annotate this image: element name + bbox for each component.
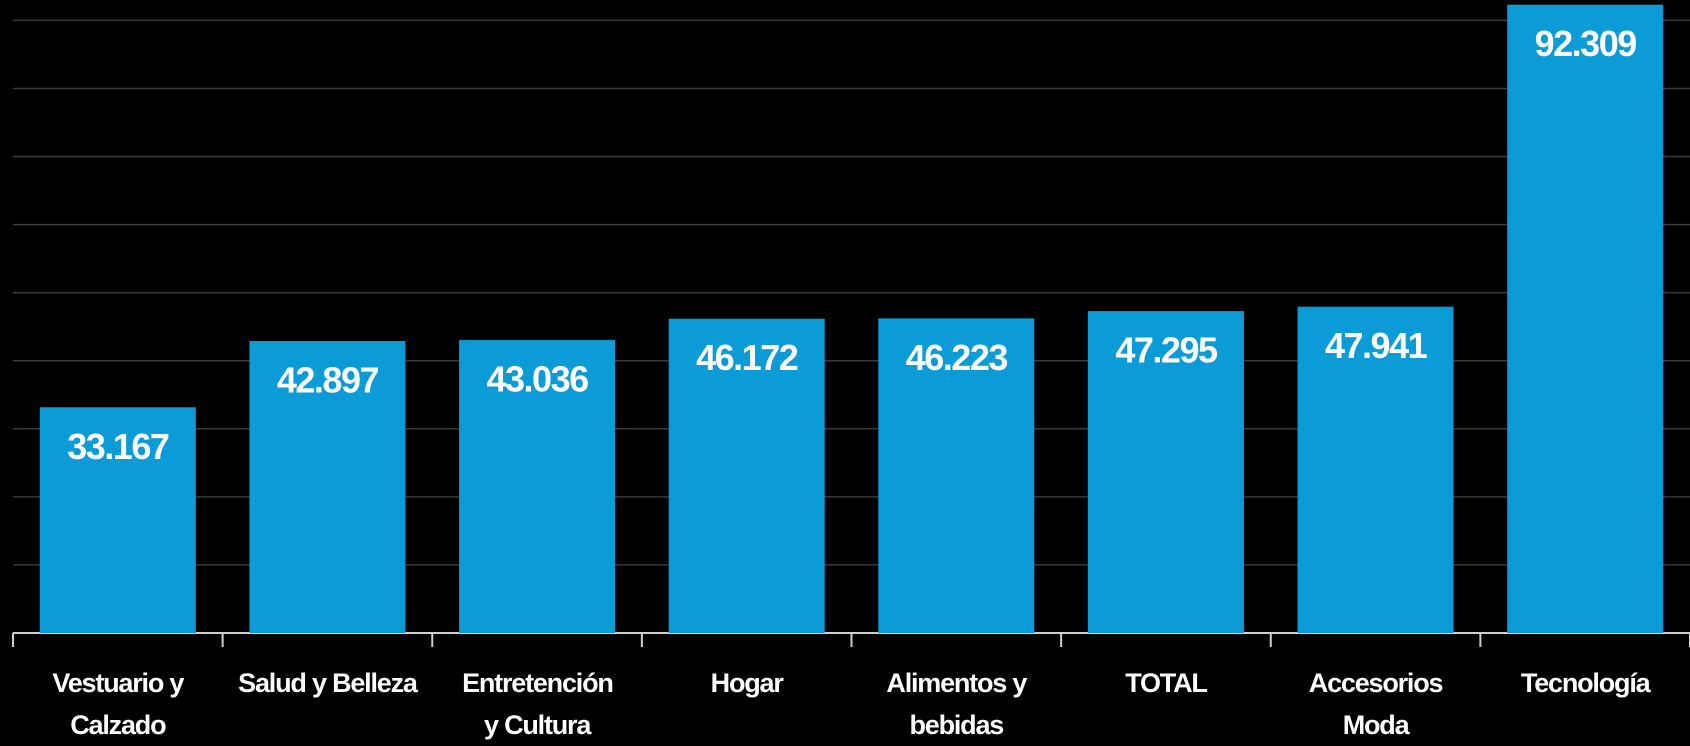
x-tick-label: Entretención y Cultura [462,662,612,746]
x-tick-label: TOTAL [1061,662,1271,704]
data-label: 42.897 [277,360,379,401]
data-label: 47.941 [1325,325,1428,366]
x-tick-label: Accesorios Moda [1301,662,1451,746]
chart-svg: 33.167 42.897 43.036 46.172 46.223 47.295 47.9… [0,0,1690,746]
data-label: 92.309 [1535,23,1637,64]
bar [1507,5,1663,633]
x-tick-label: Tecnología [1480,662,1690,704]
x-tick-label: Alimentos y bebidas [881,662,1031,746]
data-label: 47.295 [1115,330,1218,371]
data-label: 33.167 [67,426,169,467]
chart: 33.167 42.897 43.036 46.172 46.223 47.295 47.9… [0,0,1690,746]
data-label: 43.036 [487,359,589,400]
x-tick-label: Salud y Belleza [223,662,433,704]
x-tick-label: Hogar [642,662,852,704]
data-label: 46.172 [696,337,798,378]
x-tick-label: Vestuario y Calzado [43,662,193,746]
data-label: 46.223 [906,337,1008,378]
